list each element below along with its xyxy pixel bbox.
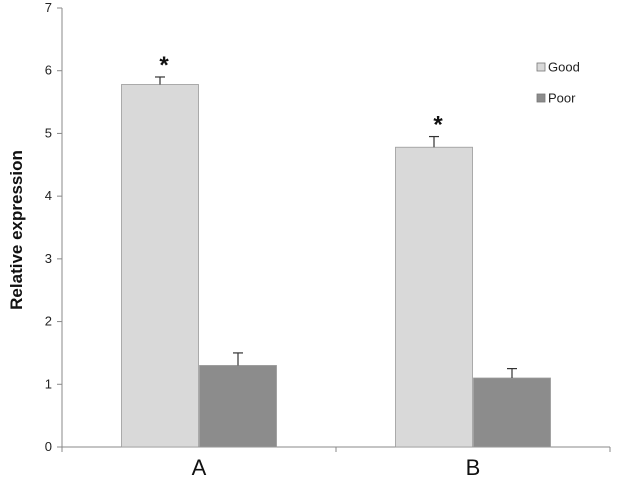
y-tick-label: 3 xyxy=(45,251,52,266)
significance-marker: * xyxy=(159,52,169,79)
x-category-label: A xyxy=(192,455,207,479)
legend: Good Poor xyxy=(536,60,580,106)
y-tick-label: 4 xyxy=(45,188,52,203)
legend-label-poor: Poor xyxy=(548,91,576,106)
y-tick-label: 5 xyxy=(45,125,52,140)
y-tick-label: 1 xyxy=(45,376,52,391)
y-axis-label: Relative expression xyxy=(7,150,26,310)
legend-swatch-good xyxy=(536,62,546,72)
y-tick-label: 7 xyxy=(45,0,52,15)
x-category-label: B xyxy=(466,455,481,479)
bar-good-b xyxy=(395,146,473,448)
y-tick-label: 6 xyxy=(45,63,52,78)
bar-poor-b xyxy=(473,377,551,448)
bar-good-a xyxy=(121,84,199,448)
legend-label-good: Good xyxy=(548,60,580,75)
bars: ** xyxy=(121,52,551,448)
significance-marker: * xyxy=(433,112,443,139)
bar-poor-a xyxy=(199,365,277,448)
y-tick-label: 2 xyxy=(45,314,52,329)
legend-swatch-poor xyxy=(536,93,546,103)
y-tick-label: 0 xyxy=(45,439,52,454)
